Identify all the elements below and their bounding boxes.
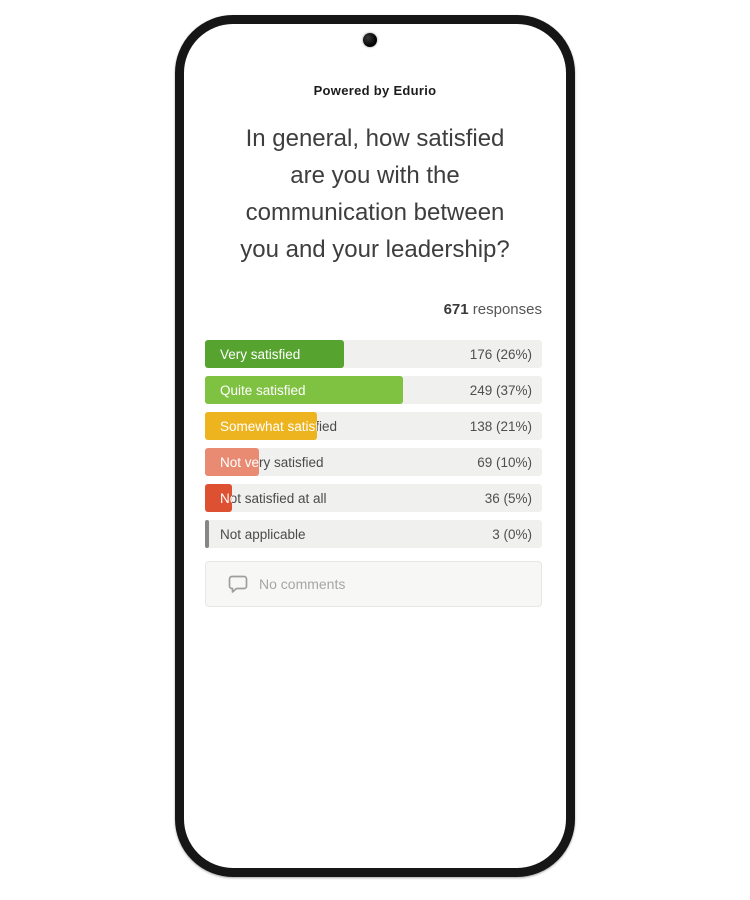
phone-frame: Powered by Edurio In general, how satisf… — [175, 15, 575, 877]
chart-row: Very satisfied Very satisfied 176 (26%) — [205, 340, 542, 368]
chart-row: Not very satisfied Not very satisfied 69… — [205, 448, 542, 476]
survey-question-line: In general, how satisfied — [245, 125, 505, 152]
answer-value: 176 (26%) — [469, 346, 532, 362]
answer-label-overlay: Somewhat satisfied — [220, 418, 318, 434]
speech-bubble-icon — [228, 575, 248, 593]
results-chart: Very satisfied Very satisfied 176 (26%) … — [205, 340, 542, 548]
answer-label-overlay: Very satisfied — [220, 346, 301, 362]
chart-row: Quite satisfied Quite satisfied 249 (37%… — [205, 376, 542, 404]
no-comments-label: No comments — [259, 576, 346, 592]
answer-value: 249 (37%) — [469, 382, 532, 398]
answer-value: 36 (5%) — [484, 490, 532, 506]
responses-count: 671 responses — [205, 299, 542, 321]
answer-label: Not applicable — [220, 526, 306, 542]
survey-question-line: are you with the — [290, 162, 460, 189]
answer-bar: Not very satisfied — [205, 448, 259, 476]
survey-question: In general, how satisfied are you with t… — [184, 120, 566, 268]
answer-bar: Very satisfied — [205, 340, 345, 368]
survey-question-line: communication between — [245, 199, 505, 226]
answer-label-overlay: Quite satisfied — [220, 382, 306, 398]
responses-word: responses — [472, 301, 542, 318]
answer-label: Not satisfied at all — [220, 490, 327, 506]
chart-row: Not satisfied at all Not satisfied at al… — [205, 484, 542, 512]
comments-box[interactable]: No comments — [205, 561, 542, 607]
answer-value: 69 (10%) — [477, 454, 532, 470]
powered-by-label: Powered by Edurio — [313, 83, 437, 98]
answer-label-overlay: Not very satisfied — [220, 454, 259, 470]
answer-bar: Quite satisfied — [205, 376, 403, 404]
answer-value: 3 (0%) — [492, 526, 532, 542]
chart-row: Somewhat satisfied Somewhat satisfied 13… — [205, 412, 542, 440]
answer-label-overlay: Not applicable — [205, 520, 209, 548]
chart-row: Not applicable Not applicable 3 (0%) — [205, 520, 542, 548]
answer-value: 138 (21%) — [469, 418, 532, 434]
survey-question-line: you and your leadership? — [240, 236, 510, 263]
answer-bar: Somewhat satisfied — [205, 412, 318, 440]
responses-number: 671 — [443, 301, 469, 318]
answer-bar: Not applicable — [205, 520, 209, 548]
answer-label-overlay: Not satisfied at all — [220, 490, 232, 506]
answer-bar: Not satisfied at all — [205, 484, 232, 512]
camera-dot — [363, 33, 377, 47]
